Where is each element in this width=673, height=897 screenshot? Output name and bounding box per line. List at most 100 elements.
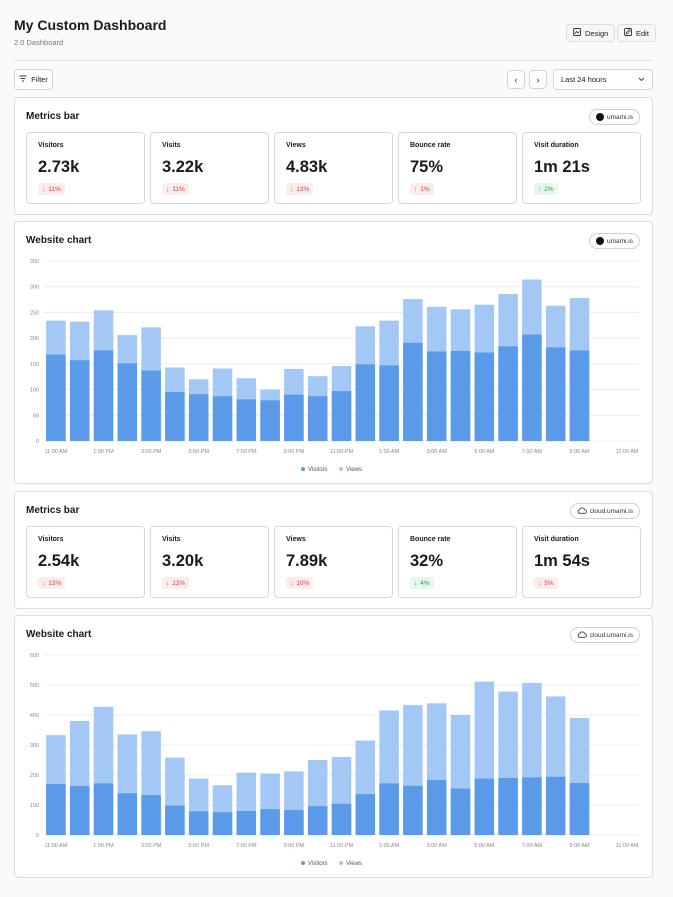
website-chart-card: Website chart umami.is 0 50 100 150 200 250 30… xyxy=(14,221,653,484)
filter-icon xyxy=(19,75,27,84)
bar-visitors xyxy=(284,394,304,441)
bar-visitors xyxy=(426,780,447,835)
metric-visitors: Visitors 2.73k ↓ 11% xyxy=(26,132,145,204)
metric-change-value: 4% xyxy=(420,579,430,587)
x-tick-label: 3:00 PM xyxy=(141,843,162,849)
y-tick-label: 100 xyxy=(30,388,39,394)
chevron-down-icon xyxy=(638,75,645,84)
bar-visitors xyxy=(569,783,590,835)
website-chart-card: Website chart cloud.umami.is 0 100 200 300 4… xyxy=(14,615,653,878)
y-tick-label: 0 xyxy=(36,439,39,445)
metric-change-value: 11% xyxy=(172,185,185,193)
metric-label: Visits xyxy=(162,142,181,149)
bar-visitors xyxy=(212,396,233,441)
prev-period-button[interactable]: ‹ xyxy=(507,70,525,89)
metric-value: 7.89k xyxy=(286,552,328,570)
bar-visitors xyxy=(545,347,566,441)
x-tick-label: 7:00 PM xyxy=(236,843,257,849)
y-tick-label: 500 xyxy=(30,683,39,689)
metric-views: Views 7.89k ↓ 10% xyxy=(274,526,393,598)
edit-label: Edit xyxy=(636,28,649,38)
metric-change-value: 1% xyxy=(420,185,430,193)
y-tick-label: 300 xyxy=(30,285,39,291)
metric-label: Bounce rate xyxy=(410,536,451,543)
metric-change-badge: ↓ 5% xyxy=(534,577,558,589)
filter-button[interactable]: Filter xyxy=(14,69,53,90)
date-range-select[interactable]: Last 24 hours xyxy=(553,69,653,90)
x-tick-label: 3:00 AM xyxy=(427,843,448,849)
x-tick-label: 7:00 AM xyxy=(522,449,543,455)
x-tick-label: 3:00 PM xyxy=(141,449,162,455)
bar-visitors xyxy=(450,788,471,835)
bar-visitors xyxy=(260,400,280,441)
y-tick-label: 400 xyxy=(30,713,39,719)
arrow-up-icon: ↑ xyxy=(538,185,542,193)
page-subtitle: 2.0 Dashboard xyxy=(14,38,64,47)
metric-visit-duration: Visit duration 1m 21s ↑ 2% xyxy=(522,132,641,204)
bar-visitors xyxy=(331,803,352,835)
design-button[interactable]: Design xyxy=(566,24,616,42)
metric-visits: Visits 3.22k ↓ 11% xyxy=(150,132,269,204)
bar-visitors xyxy=(403,342,423,441)
metrics-card: Metrics bar umami.is Visitors 2.73k ↓ 11% Vi… xyxy=(14,97,653,215)
edit-button[interactable]: Edit xyxy=(617,24,656,42)
metric-value: 1m 54s xyxy=(534,552,590,570)
bar-visitors xyxy=(236,399,257,441)
source-label: cloud.umami.is xyxy=(589,507,633,515)
metric-change-badge: ↓ 4% xyxy=(410,577,434,589)
y-tick-label: 0 xyxy=(36,833,39,839)
chart-title: Website chart xyxy=(26,629,92,640)
x-tick-label: 5:00 AM xyxy=(474,843,495,849)
x-tick-label: 5:00 PM xyxy=(188,843,209,849)
source-badge[interactable]: umami.is xyxy=(588,109,640,125)
x-tick-label: 1:00 PM xyxy=(93,843,114,849)
bar-visitors xyxy=(307,806,328,835)
source-badge[interactable]: cloud.umami.is xyxy=(569,503,640,519)
y-tick-label: 250 xyxy=(30,310,39,316)
legend-views-swatch xyxy=(339,861,343,865)
x-tick-label: 11:00 PM xyxy=(330,449,354,455)
bar-visitors xyxy=(569,350,590,441)
bar-visitors xyxy=(93,350,114,441)
metric-label: Views xyxy=(286,142,306,149)
bar-visitors xyxy=(188,394,209,441)
edit-icon xyxy=(624,28,632,38)
metrics-title: Metrics bar xyxy=(26,111,80,122)
bar-visitors xyxy=(331,391,352,441)
metric-label: Views xyxy=(286,536,306,543)
chevron-left-icon: ‹ xyxy=(514,74,518,85)
umami-logo-icon xyxy=(595,237,604,245)
arrow-down-icon: ↓ xyxy=(414,579,418,587)
metric-bounce-rate: Bounce rate 75% ↑ 1% xyxy=(398,132,517,204)
legend-views-swatch xyxy=(339,467,343,471)
bar-visitors xyxy=(117,793,138,835)
bar-visitors xyxy=(46,354,66,441)
bar-visitors xyxy=(355,364,376,441)
metric-views: Views 4.83k ↓ 13% xyxy=(274,132,393,204)
bar-visitors xyxy=(141,795,161,835)
source-badge[interactable]: cloud.umami.is xyxy=(569,627,640,643)
x-tick-label: 1:00 AM xyxy=(379,449,400,455)
arrow-down-icon: ↓ xyxy=(290,185,294,193)
website-chart: 0 50 100 150 200 250 300 350 11:00 AM 1:00 PM 3:00… xyxy=(30,259,639,473)
arrow-down-icon: ↓ xyxy=(290,579,294,587)
bar-visitors xyxy=(165,392,185,441)
bar-visitors xyxy=(474,778,495,835)
x-tick-label: 5:00 AM xyxy=(474,449,495,455)
next-period-button[interactable]: › xyxy=(529,70,547,89)
header-divider xyxy=(14,60,653,61)
bar-visitors xyxy=(117,363,138,441)
x-tick-label: 11:00 AM xyxy=(616,449,639,455)
bar-visitors xyxy=(545,776,566,835)
bar-visitors xyxy=(69,360,90,441)
y-tick-label: 150 xyxy=(30,362,39,368)
metric-visit-duration: Visit duration 1m 54s ↓ 5% xyxy=(522,526,641,598)
legend-visitors-swatch xyxy=(301,467,305,471)
metric-label: Bounce rate xyxy=(410,142,451,149)
bar-visitors xyxy=(498,346,518,441)
bar-visitors xyxy=(212,812,233,835)
source-badge[interactable]: umami.is xyxy=(588,233,640,249)
metric-visitors: Visitors 2.54k ↓ 12% xyxy=(26,526,145,598)
bar-visitors xyxy=(141,370,161,441)
chart-title: Website chart xyxy=(26,235,92,246)
